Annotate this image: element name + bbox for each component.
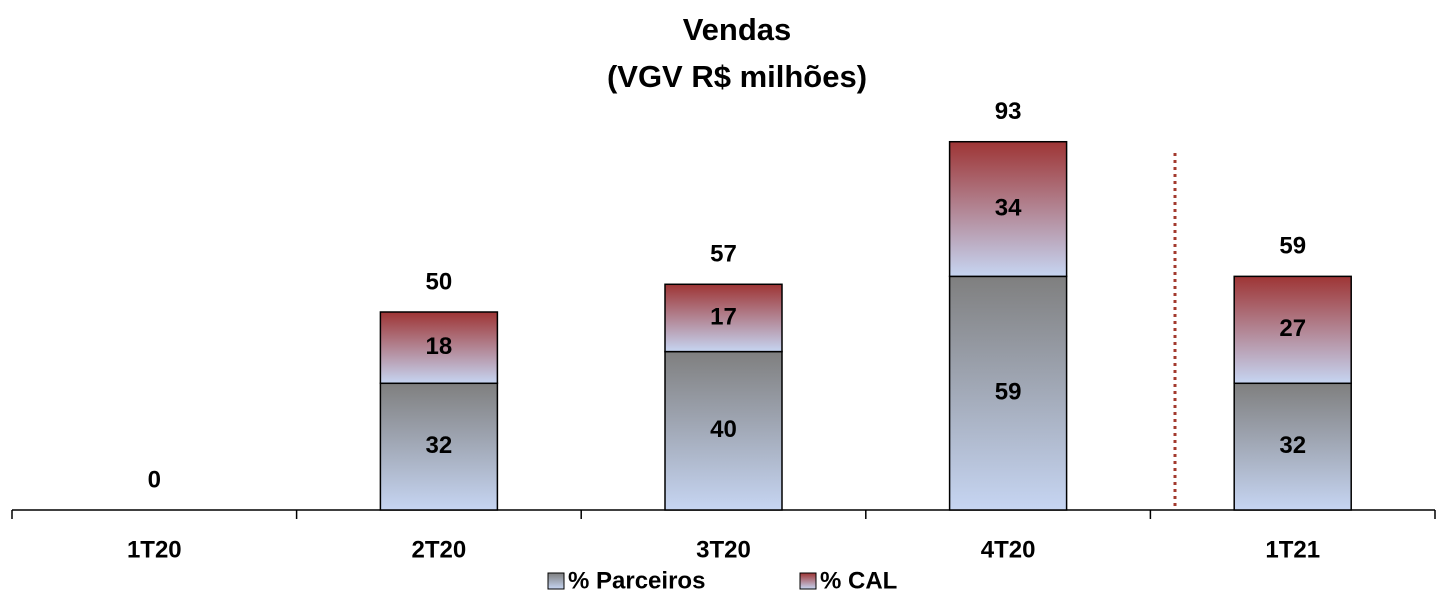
legend-label: % Parceiros [568, 567, 705, 594]
x-tick-label: 3T20 [696, 536, 751, 563]
x-tick-label: 1T20 [127, 536, 182, 563]
bar-segment [664, 350, 783, 511]
data-label: 32 [426, 432, 453, 459]
bar-segment [1233, 382, 1352, 511]
bar-segment [379, 311, 499, 385]
chart-title: (VGV R$ milhões) [607, 59, 867, 94]
data-label: 32 [1279, 432, 1306, 459]
legend-label: % CAL [820, 567, 897, 594]
total-label: 50 [426, 268, 453, 295]
total-label: 0 [148, 466, 161, 493]
x-tick-label: 4T20 [981, 536, 1036, 563]
data-label: 17 [710, 303, 737, 330]
bar-segment [948, 275, 1068, 511]
total-label: 57 [710, 241, 737, 268]
data-label: 27 [1279, 315, 1306, 342]
chart-title: Vendas [683, 12, 792, 47]
data-label: 40 [710, 416, 737, 443]
bar-segment [948, 140, 1068, 278]
data-label: 59 [995, 379, 1022, 406]
bar-segment [379, 382, 499, 511]
bar-segment [1233, 275, 1352, 385]
bar-segment [664, 283, 783, 353]
legend-swatch [799, 572, 817, 590]
total-label: 59 [1279, 233, 1306, 260]
x-tick-label: 1T21 [1265, 536, 1320, 563]
total-label: 93 [995, 98, 1022, 125]
data-label: 18 [426, 333, 453, 360]
x-tick-label: 2T20 [412, 536, 467, 563]
data-label: 34 [995, 194, 1022, 221]
legend-swatch [547, 572, 565, 590]
